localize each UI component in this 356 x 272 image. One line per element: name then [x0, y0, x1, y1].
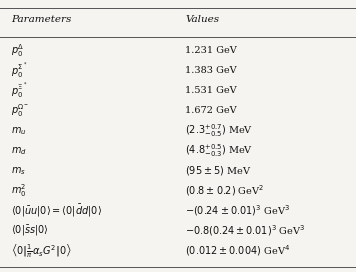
Text: $m_s$: $m_s$	[11, 165, 26, 177]
Text: $m_d$: $m_d$	[11, 145, 26, 157]
Text: 1.672 GeV: 1.672 GeV	[185, 106, 237, 115]
Text: 1.383 GeV: 1.383 GeV	[185, 66, 237, 75]
Text: $\langle 0|\bar{u}u|0\rangle = \langle 0|\bar{d}d|0\rangle$: $\langle 0|\bar{u}u|0\rangle = \langle 0…	[11, 203, 102, 219]
Text: $m_0^2$: $m_0^2$	[11, 182, 26, 199]
Text: $(4.8^{+0.5}_{-0.3})$ MeV: $(4.8^{+0.5}_{-0.3})$ MeV	[185, 142, 253, 159]
Text: $(95 \pm 5)$ MeV: $(95 \pm 5)$ MeV	[185, 164, 251, 177]
Text: $p_0^{\Omega^-}$: $p_0^{\Omega^-}$	[11, 102, 29, 119]
Text: $\left\langle 0\left|\frac{1}{\pi}\alpha_s G^2\right|0\right\rangle$: $\left\langle 0\left|\frac{1}{\pi}\alpha…	[11, 242, 72, 259]
Text: $m_u$: $m_u$	[11, 125, 26, 137]
Text: $-0.8(0.24 \pm 0.01)^3$ GeV$^3$: $-0.8(0.24 \pm 0.01)^3$ GeV$^3$	[185, 223, 305, 238]
Text: $p_0^{\Xi^*}$: $p_0^{\Xi^*}$	[11, 82, 27, 100]
Text: $\langle 0|\bar{s}s|0\rangle$: $\langle 0|\bar{s}s|0\rangle$	[11, 224, 48, 238]
Text: $p_0^{\Delta}$: $p_0^{\Delta}$	[11, 42, 24, 59]
Text: Parameters: Parameters	[11, 14, 71, 24]
Text: Values: Values	[185, 14, 219, 24]
Text: $(0.8 \pm 0.2)$ GeV$^2$: $(0.8 \pm 0.2)$ GeV$^2$	[185, 183, 264, 198]
Text: 1.531 GeV: 1.531 GeV	[185, 86, 237, 95]
Text: $(2.3^{+0.7}_{-0.5})$ MeV: $(2.3^{+0.7}_{-0.5})$ MeV	[185, 122, 253, 139]
Text: $-(0.24 \pm 0.01)^3$ GeV$^3$: $-(0.24 \pm 0.01)^3$ GeV$^3$	[185, 203, 290, 218]
Text: $(0.012 \pm 0.004)$ GeV$^4$: $(0.012 \pm 0.004)$ GeV$^4$	[185, 243, 290, 258]
Text: 1.231 GeV: 1.231 GeV	[185, 46, 237, 55]
Text: $p_0^{\Sigma^*}$: $p_0^{\Sigma^*}$	[11, 61, 27, 80]
